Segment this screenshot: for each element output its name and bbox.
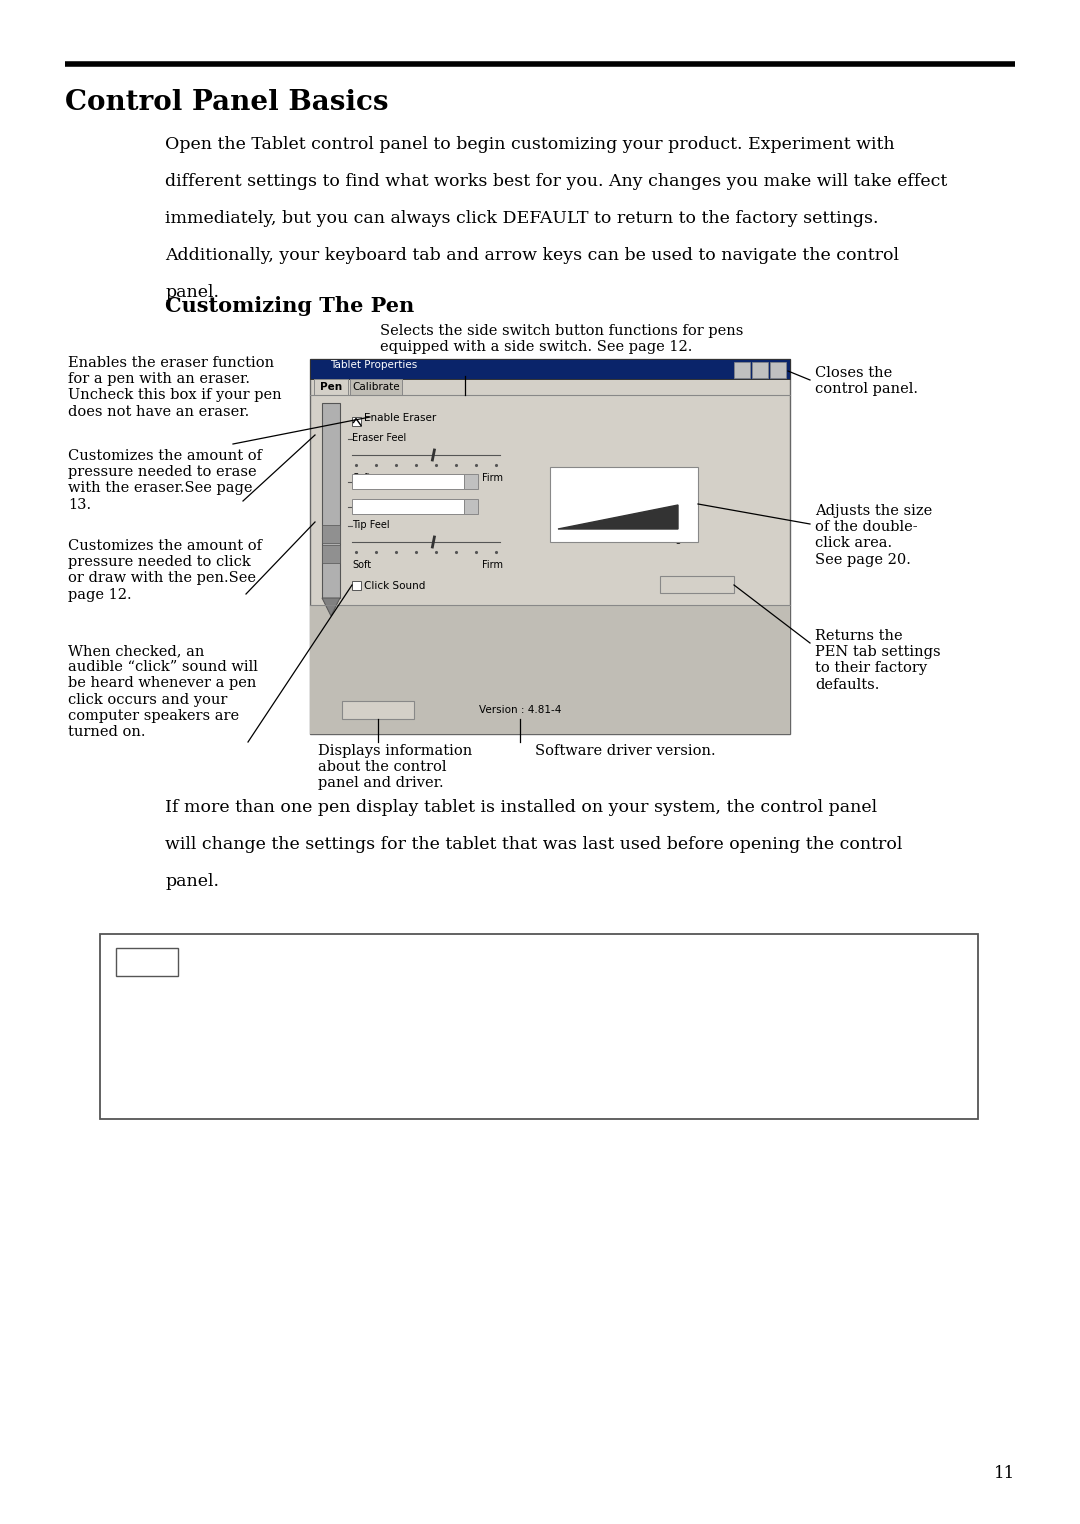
- Bar: [352, 474, 464, 489]
- Text: ▼: ▼: [468, 503, 474, 511]
- Text: Software driver version.: Software driver version.: [535, 744, 716, 757]
- Bar: [752, 363, 768, 378]
- Text: Soft: Soft: [352, 559, 372, 570]
- Text: Additionally, your keyboard tab and arrow keys can be used to navigate the contr: Additionally, your keyboard tab and arro…: [165, 247, 899, 264]
- Bar: [310, 360, 789, 735]
- Text: Big: Big: [666, 533, 681, 544]
- Text: Open the Tablet control panel to begin customizing your product. Experiment with: Open the Tablet control panel to begin c…: [165, 136, 894, 152]
- Bar: [322, 402, 340, 597]
- Polygon shape: [558, 504, 678, 529]
- Text: present on the pen. When customizing your pen, choose those options: present on the pen. When customizing you…: [190, 1024, 762, 1041]
- Text: If more than one pen display tablet is installed on your system, the control pan: If more than one pen display tablet is i…: [165, 799, 877, 815]
- Text: Click Sound: Click Sound: [364, 581, 426, 591]
- Text: will change the settings for the tablet that was last used before opening the co: will change the settings for the tablet …: [165, 837, 903, 853]
- Text: ▼: ▼: [468, 479, 474, 486]
- Bar: [734, 363, 750, 378]
- Text: Tablet Properties: Tablet Properties: [330, 360, 417, 370]
- Text: Default: Default: [676, 581, 717, 590]
- Text: Returns the
PEN tab settings
to their factory
defaults.: Returns the PEN tab settings to their fa…: [815, 629, 941, 692]
- Bar: [352, 498, 464, 514]
- Bar: [660, 576, 734, 593]
- Text: Enables the eraser function
for a pen with an eraser.
Uncheck this box if your p: Enables the eraser function for a pen wi…: [68, 357, 282, 419]
- Bar: [314, 379, 348, 395]
- Bar: [350, 379, 402, 395]
- Text: Depending on the pen that came with your product configuration, there: Depending on the pen that came with your…: [190, 949, 777, 968]
- Text: Pen: Pen: [320, 383, 342, 392]
- Text: 11: 11: [994, 1465, 1015, 1481]
- Text: Right Click: Right Click: [356, 501, 411, 512]
- Bar: [464, 474, 478, 489]
- Text: Calibrate: Calibrate: [352, 383, 400, 392]
- Text: Closes the
control panel.: Closes the control panel.: [815, 366, 918, 396]
- Text: panel.: panel.: [165, 283, 219, 302]
- Bar: [770, 363, 786, 378]
- Text: □: □: [756, 366, 764, 375]
- Bar: [100, 934, 978, 1119]
- Bar: [322, 524, 340, 543]
- Text: Enable Eraser: Enable Eraser: [364, 413, 436, 424]
- Text: ☞ Note: ☞ Note: [125, 956, 168, 968]
- Polygon shape: [322, 597, 340, 616]
- Text: Tip Feel: Tip Feel: [352, 520, 390, 530]
- Bar: [310, 360, 789, 379]
- Text: Double Click: Double Click: [356, 477, 421, 488]
- Text: Selects the side switch button functions for pens
equipped with a side switch. S: Selects the side switch button functions…: [380, 325, 743, 354]
- Text: Adjusts the size
of the double-
click area.
See page 20.: Adjusts the size of the double- click ar…: [815, 504, 932, 567]
- Text: that match the buttons on the pen you are working with.: that match the buttons on the pen you ar…: [190, 1061, 652, 1077]
- Text: may be more options displayed on the control panel than are actually: may be more options displayed on the con…: [190, 988, 756, 1004]
- Text: Soft: Soft: [352, 472, 372, 483]
- Bar: [550, 466, 698, 543]
- Bar: [342, 701, 414, 719]
- Text: Version : 4.81-4: Version : 4.81-4: [478, 706, 562, 715]
- Text: Displays information
about the control
panel and driver.: Displays information about the control p…: [318, 744, 472, 791]
- Text: When checked, an
audible “click” sound will
be heard whenever a pen
click occurs: When checked, an audible “click” sound w…: [68, 645, 258, 739]
- Text: immediately, but you can always click DEFAULT to return to the factory settings.: immediately, but you can always click DE…: [165, 210, 878, 227]
- Text: X: X: [775, 366, 781, 375]
- Text: Customizes the amount of
pressure needed to erase
with the eraser.See page
13.: Customizes the amount of pressure needed…: [68, 450, 262, 512]
- Text: Firm: Firm: [482, 472, 503, 483]
- Text: Small: Small: [554, 533, 581, 544]
- Text: Eraser Feel: Eraser Feel: [352, 433, 406, 443]
- Text: Firm: Firm: [482, 559, 503, 570]
- Bar: [116, 948, 178, 975]
- Bar: [322, 546, 340, 562]
- Text: Customizing The Pen: Customizing The Pen: [165, 296, 415, 315]
- Text: About: About: [362, 706, 394, 715]
- Text: Double Click Distance: Double Click Distance: [554, 471, 661, 482]
- Bar: [352, 581, 361, 590]
- Text: -: -: [741, 366, 743, 375]
- Text: Control Panel Basics: Control Panel Basics: [65, 88, 389, 116]
- Bar: [310, 605, 789, 735]
- Text: Customizes the amount of
pressure needed to click
or draw with the pen.See
page : Customizes the amount of pressure needed…: [68, 539, 262, 602]
- Text: panel.: panel.: [165, 873, 219, 890]
- Text: different settings to find what works best for you. Any changes you make will ta: different settings to find what works be…: [165, 174, 947, 190]
- Bar: [464, 498, 478, 514]
- Bar: [352, 418, 361, 427]
